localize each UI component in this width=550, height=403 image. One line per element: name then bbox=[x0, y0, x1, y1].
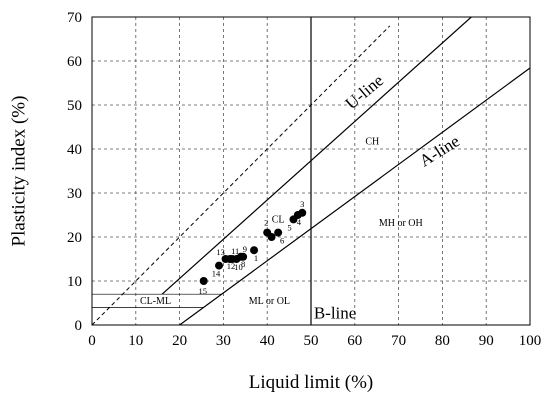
data-point-label-14: 14 bbox=[212, 269, 221, 279]
plot-frame bbox=[91, 16, 531, 326]
x-tick-label-30: 30 bbox=[216, 333, 231, 349]
x-tick-label-0: 0 bbox=[88, 333, 96, 349]
data-point-label-13: 13 bbox=[216, 247, 225, 257]
x-tick-label-20: 20 bbox=[172, 333, 187, 349]
x-tick-label-70: 70 bbox=[391, 333, 406, 349]
annotation-mh-or-oh: MH or OH bbox=[379, 218, 423, 229]
y-tick-label-40: 40 bbox=[67, 142, 82, 158]
u-line-path bbox=[161, 17, 472, 295]
y-axis-title: Plasticity index (%) bbox=[8, 96, 29, 247]
data-point-label-5: 5 bbox=[287, 222, 291, 232]
y-tick-label-60: 60 bbox=[67, 54, 82, 70]
data-point-label-3: 3 bbox=[300, 199, 304, 209]
data-point-label-2: 2 bbox=[264, 218, 268, 228]
annotation-cl-ml: CL-ML bbox=[140, 296, 171, 307]
x-tick-label-100: 100 bbox=[519, 333, 542, 349]
data-point-label-1: 1 bbox=[254, 253, 258, 263]
y-tick-label-30: 30 bbox=[67, 186, 82, 202]
data-point-6 bbox=[274, 228, 283, 237]
y-tick-label-0: 0 bbox=[75, 318, 83, 334]
data-point-label-9: 9 bbox=[243, 244, 247, 254]
data-point-14 bbox=[215, 261, 224, 270]
classification-lines bbox=[92, 17, 530, 325]
annotation-cl: CL bbox=[272, 214, 285, 225]
data-point-7 bbox=[267, 233, 276, 241]
x-axis-title: Liquid limit (%) bbox=[249, 372, 374, 393]
data-point-label-15: 15 bbox=[198, 286, 207, 296]
x-tick-label-50: 50 bbox=[304, 333, 319, 349]
data-point-5 bbox=[289, 215, 298, 224]
x-tick-label-80: 80 bbox=[435, 333, 450, 349]
a-line-path bbox=[179, 67, 530, 325]
data-point-label-8: 8 bbox=[241, 259, 245, 269]
axes bbox=[91, 16, 531, 326]
y-tick-label-20: 20 bbox=[67, 230, 82, 246]
data-point-15 bbox=[199, 277, 208, 285]
annotation-ch: CH bbox=[365, 137, 379, 148]
data-point-13 bbox=[221, 255, 230, 263]
x-tick-label-60: 60 bbox=[347, 333, 362, 349]
axis-titles: Liquid limit (%) Plasticity index (%) bbox=[8, 96, 373, 393]
dashed-reference-line-3 bbox=[92, 25, 391, 325]
y-tick-label-10: 10 bbox=[67, 274, 82, 290]
data-point-label-7: 7 bbox=[263, 227, 267, 237]
data-point-label-11: 11 bbox=[231, 246, 239, 256]
y-tick-label-70: 70 bbox=[67, 10, 82, 26]
tick-labels: 0 10 20 30 40 50 60 70 80 90 100 0 10 20 30 40 50 60 70 bbox=[67, 10, 541, 349]
data-point-label-4: 4 bbox=[297, 217, 302, 227]
data-point-label-12: 12 bbox=[227, 261, 236, 271]
x-tick-label-90: 90 bbox=[479, 333, 494, 349]
annotation-ml-or-ol: ML or OL bbox=[249, 296, 290, 307]
data-point-label-10: 10 bbox=[234, 262, 243, 272]
y-tick-label-50: 50 bbox=[67, 98, 82, 114]
x-tick-label-40: 40 bbox=[260, 333, 275, 349]
annotation-b-line: B-line bbox=[314, 303, 357, 322]
data-point-label-6: 6 bbox=[280, 236, 284, 246]
x-tick-label-10: 10 bbox=[128, 333, 143, 349]
data-point-1 bbox=[250, 246, 259, 255]
